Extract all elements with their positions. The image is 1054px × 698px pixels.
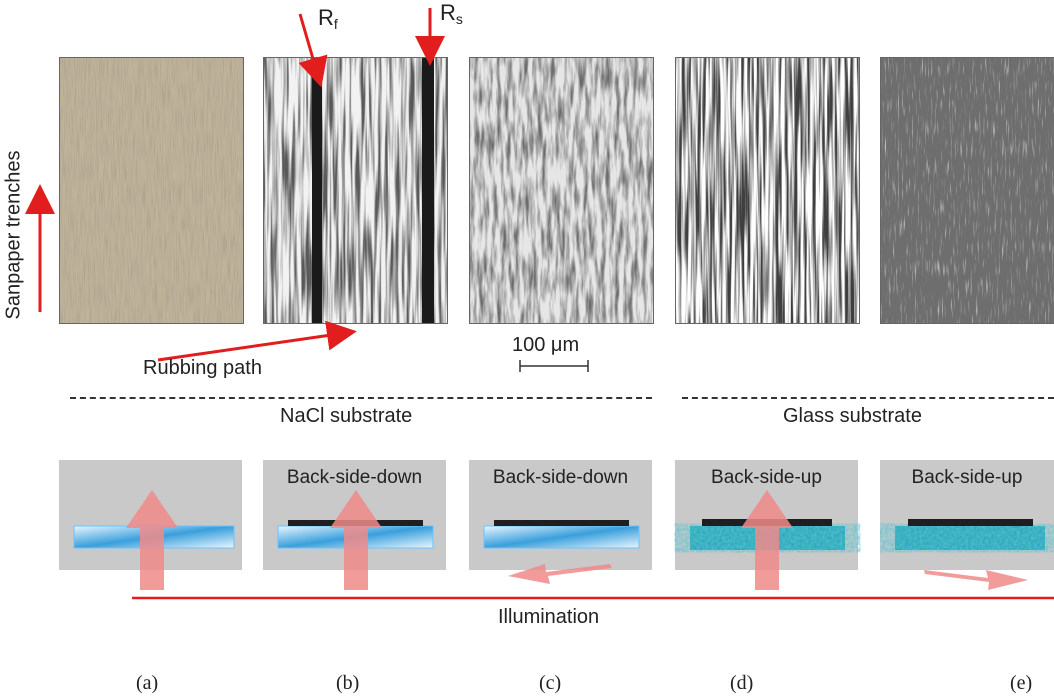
- panel-label-b: Back-side-down: [286, 467, 423, 488]
- scale-bar: [519, 360, 589, 372]
- nacl-divider: [70, 397, 652, 399]
- rubbing-label: Rubbing path: [143, 357, 262, 379]
- nacl-crystal-c: [483, 525, 640, 549]
- illumination-label: Illumination: [498, 606, 600, 628]
- panel-label-e: Back-side-up: [911, 467, 1023, 488]
- micrograph-e-image: [881, 58, 1054, 323]
- film-e: [908, 519, 1033, 526]
- illum-arrow-b: [330, 490, 382, 590]
- panel-label-d: Back-side-up: [711, 467, 822, 488]
- micrograph-d: [675, 57, 860, 324]
- illum-arrow-d: [741, 490, 793, 590]
- trenches-label: Sanpaper trenches: [2, 150, 25, 320]
- rf-label: Rf: [318, 5, 338, 32]
- micrograph-c: [469, 57, 654, 324]
- rf-arrow: [298, 13, 328, 88]
- micrograph-a: [59, 57, 244, 324]
- caption-a: (a): [136, 672, 159, 694]
- schematic-drawings: [73, 490, 1054, 600]
- panel-label-c: Back-side-down: [492, 467, 629, 488]
- micrograph-b: [263, 57, 448, 324]
- glass-divider: [682, 397, 1054, 399]
- illum-arrow-c: [508, 564, 612, 584]
- illum-arrow-e: [924, 570, 1028, 590]
- micrograph-c-image: [470, 58, 653, 323]
- film-c: [494, 520, 629, 526]
- micrograph-d-image: [676, 58, 859, 323]
- annotation-arrows: [25, 8, 589, 372]
- schematic-panel-e: [880, 460, 1054, 570]
- glass-substrate-label: Glass substrate: [783, 405, 922, 427]
- micrograph-a-image: [60, 58, 243, 323]
- caption-e: (e): [1010, 672, 1033, 694]
- caption-b: (b): [336, 672, 360, 694]
- nacl-substrate-label: NaCl substrate: [280, 405, 413, 427]
- rubbing-arrow: [157, 320, 357, 362]
- micrograph-e: [880, 57, 1054, 324]
- micrograph-b-image: [264, 58, 447, 323]
- schematic-panel-c: [469, 460, 652, 570]
- illum-arrow-a: [126, 490, 178, 590]
- caption-c: (c): [539, 672, 562, 694]
- scale-label: 100 μm: [512, 334, 580, 356]
- caption-d: (d): [730, 672, 754, 694]
- rs-label: Rs: [440, 0, 463, 27]
